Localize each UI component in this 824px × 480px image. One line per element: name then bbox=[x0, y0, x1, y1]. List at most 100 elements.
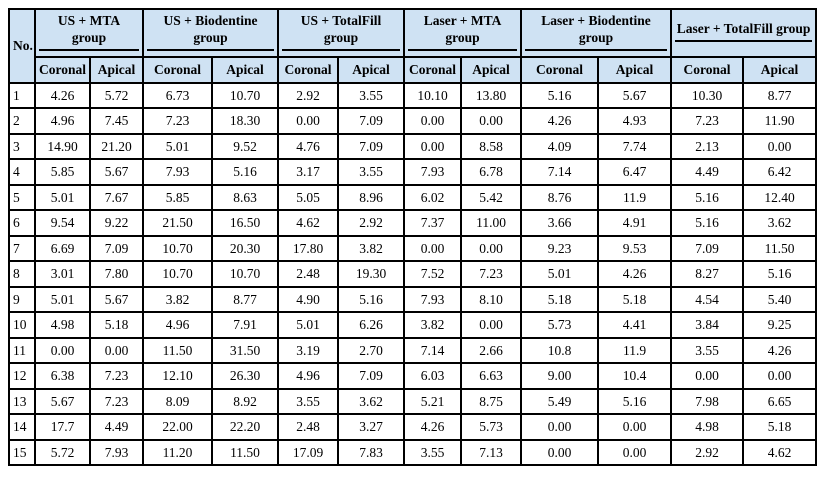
column-header-no: No. bbox=[8, 8, 36, 84]
table-row: 6 9.54 9.22 21.50 16.50 4.62 2.92 7.37 1… bbox=[8, 209, 818, 237]
row-number: 5 bbox=[8, 183, 36, 212]
column-header-us-totalfill-group: US + TotalFill group bbox=[277, 8, 406, 58]
value-cell: 7.09 bbox=[337, 132, 406, 161]
group-label-us-mta: US + MTA group bbox=[39, 13, 139, 51]
value-cell: 10.70 bbox=[210, 260, 280, 288]
column-header-laser-biodentine-group: Laser + Biodentine group bbox=[520, 8, 673, 58]
value-cell: 10.4 bbox=[597, 362, 673, 390]
header-group-row: No. US + MTA group US + Biodentine group… bbox=[8, 8, 818, 84]
group-label-us-biodentine: US + Biodentine group bbox=[147, 13, 275, 51]
row-number: 1 bbox=[8, 81, 36, 110]
value-cell: 5.18 bbox=[742, 413, 818, 441]
value-cell: 0.00 bbox=[277, 107, 340, 135]
subheader-apical-4: Apical bbox=[460, 55, 523, 84]
row-number: 10 bbox=[8, 311, 36, 339]
table-body: 1 4.26 5.72 6.73 10.70 2.92 3.55 10.10 1… bbox=[8, 81, 818, 467]
table-row: 14 17.7 4.49 22.00 22.20 2.48 3.27 4.26 … bbox=[8, 413, 818, 441]
value-cell: 0.00 bbox=[403, 132, 463, 161]
table-header: No. US + MTA group US + Biodentine group… bbox=[8, 8, 818, 84]
value-cell: 4.90 bbox=[277, 285, 340, 314]
value-cell: 5.18 bbox=[520, 285, 600, 314]
value-cell: 0.00 bbox=[597, 413, 673, 441]
value-cell: 4.96 bbox=[277, 362, 340, 390]
value-cell: 7.52 bbox=[403, 260, 463, 288]
group-label-laser-mta: Laser + MTA group bbox=[408, 13, 518, 51]
value-cell: 5.49 bbox=[520, 387, 600, 416]
value-cell: 5.16 bbox=[742, 260, 818, 288]
value-cell: 8.75 bbox=[460, 387, 523, 416]
value-cell: 4.49 bbox=[89, 413, 144, 441]
value-cell: 3.82 bbox=[403, 311, 463, 339]
row-number: 13 bbox=[8, 387, 36, 416]
value-cell: 7.37 bbox=[403, 209, 463, 237]
value-cell: 7.09 bbox=[670, 234, 745, 263]
value-cell: 11.50 bbox=[742, 234, 818, 263]
value-cell: 5.85 bbox=[34, 158, 91, 186]
value-cell: 5.18 bbox=[89, 311, 144, 339]
table-row: 4 5.85 5.67 7.93 5.16 3.17 3.55 7.93 6.7… bbox=[8, 158, 818, 186]
column-header-laser-totalfill-group: Laser + TotalFill group bbox=[670, 8, 818, 58]
table-row: 7 6.69 7.09 10.70 20.30 17.80 3.82 0.00 … bbox=[8, 234, 818, 263]
value-cell: 3.55 bbox=[403, 438, 463, 467]
value-cell: 5.21 bbox=[403, 387, 463, 416]
value-cell: 6.63 bbox=[460, 362, 523, 390]
value-cell: 12.10 bbox=[142, 362, 213, 390]
value-cell: 4.93 bbox=[597, 107, 673, 135]
value-cell: 7.23 bbox=[142, 107, 213, 135]
value-cell: 4.76 bbox=[277, 132, 340, 161]
value-cell: 8.77 bbox=[210, 285, 280, 314]
value-cell: 6.47 bbox=[597, 158, 673, 186]
value-cell: 11.50 bbox=[142, 336, 213, 365]
value-cell: 0.00 bbox=[520, 438, 600, 467]
value-cell: 11.90 bbox=[742, 107, 818, 135]
subheader-coronal-6: Coronal bbox=[670, 55, 745, 84]
value-cell: 5.42 bbox=[460, 183, 523, 212]
subheader-apical-1: Apical bbox=[89, 55, 144, 84]
group-label-laser-biodentine: Laser + Biodentine group bbox=[525, 13, 668, 51]
value-cell: 7.67 bbox=[89, 183, 144, 212]
value-cell: 7.93 bbox=[142, 158, 213, 186]
value-cell: 11.00 bbox=[460, 209, 523, 237]
subheader-coronal-5: Coronal bbox=[520, 55, 600, 84]
value-cell: 7.09 bbox=[89, 234, 144, 263]
value-cell: 7.45 bbox=[89, 107, 144, 135]
value-cell: 4.09 bbox=[520, 132, 600, 161]
value-cell: 3.66 bbox=[520, 209, 600, 237]
value-cell: 0.00 bbox=[460, 107, 523, 135]
value-cell: 5.73 bbox=[460, 413, 523, 441]
row-number: 3 bbox=[8, 132, 36, 161]
value-cell: 5.05 bbox=[277, 183, 340, 212]
value-cell: 3.55 bbox=[277, 387, 340, 416]
value-cell: 8.96 bbox=[337, 183, 406, 212]
value-cell: 0.00 bbox=[403, 107, 463, 135]
value-cell: 7.80 bbox=[89, 260, 144, 288]
value-cell: 31.50 bbox=[210, 336, 280, 365]
value-cell: 5.85 bbox=[142, 183, 213, 212]
value-cell: 22.00 bbox=[142, 413, 213, 441]
value-cell: 2.92 bbox=[277, 81, 340, 110]
value-cell: 6.03 bbox=[403, 362, 463, 390]
value-cell: 5.73 bbox=[520, 311, 600, 339]
value-cell: 0.00 bbox=[460, 311, 523, 339]
table-row: 10 4.98 5.18 4.96 7.91 5.01 6.26 3.82 0.… bbox=[8, 311, 818, 339]
value-cell: 3.82 bbox=[337, 234, 406, 263]
value-cell: 3.17 bbox=[277, 158, 340, 186]
value-cell: 6.73 bbox=[142, 81, 213, 110]
value-cell: 7.13 bbox=[460, 438, 523, 467]
value-cell: 7.74 bbox=[597, 132, 673, 161]
value-cell: 7.83 bbox=[337, 438, 406, 467]
value-cell: 11.9 bbox=[597, 336, 673, 365]
value-cell: 16.50 bbox=[210, 209, 280, 237]
value-cell: 8.63 bbox=[210, 183, 280, 212]
table-row: 12 6.38 7.23 12.10 26.30 4.96 7.09 6.03 … bbox=[8, 362, 818, 390]
row-number: 14 bbox=[8, 413, 36, 441]
value-cell: 8.76 bbox=[520, 183, 600, 212]
value-cell: 6.42 bbox=[742, 158, 818, 186]
value-cell: 3.19 bbox=[277, 336, 340, 365]
value-cell: 5.16 bbox=[670, 183, 745, 212]
value-cell: 3.01 bbox=[34, 260, 91, 288]
value-cell: 11.20 bbox=[142, 438, 213, 467]
value-cell: 0.00 bbox=[89, 336, 144, 365]
value-cell: 4.98 bbox=[34, 311, 91, 339]
row-number: 6 bbox=[8, 209, 36, 237]
